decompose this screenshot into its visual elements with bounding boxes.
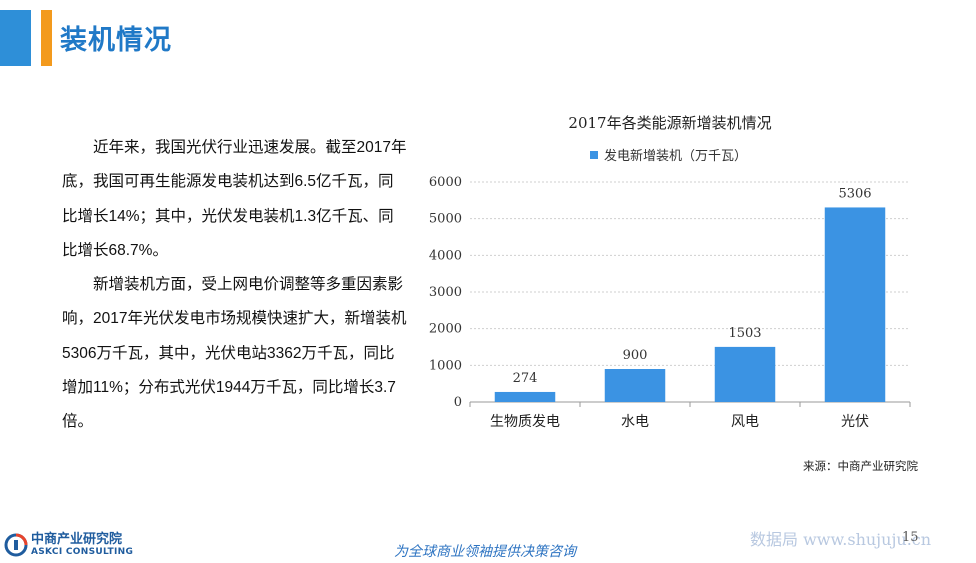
bar xyxy=(714,346,776,402)
y-tick-label: 0 xyxy=(454,395,462,410)
bar xyxy=(604,369,666,402)
source-note: 来源：中商产业研究院 xyxy=(803,459,918,473)
page-title: 装机情况 xyxy=(60,25,172,56)
y-tick-label: 3000 xyxy=(429,285,462,300)
x-tick-label: 风电 xyxy=(731,414,759,430)
bar xyxy=(494,391,556,402)
page-number: 15 xyxy=(902,530,919,545)
chart-legend: 发电新增装机（万千瓦） xyxy=(590,145,747,164)
bar xyxy=(824,207,886,402)
y-tick-label: 5000 xyxy=(429,212,462,227)
company-logo: 中商产业研究院 ASKCI CONSULTING xyxy=(4,533,133,557)
x-tick-label: 生物质发电 xyxy=(490,414,560,430)
y-tick-label: 2000 xyxy=(429,322,462,337)
logo-text-en: ASKCI CONSULTING xyxy=(31,547,134,557)
x-tick-label: 光伏 xyxy=(841,414,869,430)
y-tick-label: 1000 xyxy=(429,358,462,373)
x-tick-label: 水电 xyxy=(621,414,649,430)
logo-text-cn: 中商产业研究院 xyxy=(31,532,123,547)
logo-icon xyxy=(4,533,28,557)
paragraph-1: 近年来，我国光伏行业迅速发展。截至2017年底，我国可再生能源发电装机达到6.5… xyxy=(62,139,407,259)
data-label: 274 xyxy=(513,371,538,386)
header-accent-blue xyxy=(0,10,31,66)
data-label: 5306 xyxy=(838,186,871,201)
legend-label: 发电新增装机（万千瓦） xyxy=(604,149,748,164)
y-tick-label: 6000 xyxy=(429,175,462,190)
chart-title: 2017年各类能源新增装机情况 xyxy=(568,114,772,132)
y-tick-label: 4000 xyxy=(429,248,462,263)
legend-swatch xyxy=(590,150,598,159)
paragraph-2: 新增装机方面，受上网电价调整等多重因素影响，2017年光伏发电市场规模快速扩大，… xyxy=(62,276,407,431)
data-label: 900 xyxy=(623,348,648,363)
slogan: 为全球商业领袖提供决策咨询 xyxy=(394,544,576,560)
header-accent-orange xyxy=(41,10,52,66)
watermark: 数据局 www.shujuju.cn xyxy=(750,530,932,549)
data-label: 1503 xyxy=(728,326,761,341)
